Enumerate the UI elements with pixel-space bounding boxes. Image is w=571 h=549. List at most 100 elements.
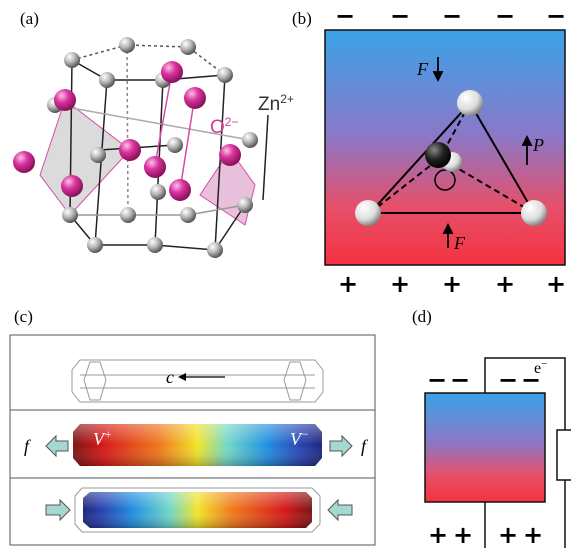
cell-lines-part <box>70 204 246 216</box>
rod-compressed-part <box>74 487 321 533</box>
potential-base: V <box>290 429 303 449</box>
electron-label: e− <box>534 358 547 377</box>
polarization-label: P <box>532 135 544 155</box>
cell-lines-part <box>94 79 108 246</box>
zn-atoms-part <box>180 207 196 223</box>
o-atoms-part <box>219 144 241 166</box>
charge-sign: − <box>521 366 541 394</box>
potential-sign: + <box>104 427 112 441</box>
charge-sign: + <box>338 270 358 298</box>
tetrahedron-part <box>434 169 456 191</box>
rod-wireframe <box>71 359 324 403</box>
potential-base: V <box>93 429 106 449</box>
circuit <box>484 357 571 548</box>
crystal-block <box>424 392 546 503</box>
charge-sign: + <box>390 270 410 298</box>
charge-sign: + <box>495 270 515 298</box>
rod-strained-part <box>73 424 322 466</box>
charge-sign: − <box>442 2 462 30</box>
charge-sign: − <box>335 2 355 30</box>
zn-atoms-part <box>64 52 80 68</box>
charges: − − − − − <box>335 2 566 30</box>
atom <box>425 142 451 168</box>
electron-charge: − <box>541 358 547 370</box>
panel-label: (b) <box>292 9 312 28</box>
rod-compressed <box>74 487 321 533</box>
electron-base: e <box>534 360 541 377</box>
ion-base: Zn <box>258 94 280 115</box>
cell-lines-part <box>71 59 226 81</box>
zn-atoms-part <box>99 72 115 88</box>
rod-wireframe-part <box>83 361 107 401</box>
cell-lines-part <box>179 94 196 191</box>
charge-sign: − <box>450 366 470 394</box>
cell-lines-part <box>126 44 129 216</box>
arrows-part <box>442 222 454 234</box>
axis-arrow-head <box>178 373 186 381</box>
rod-compressed-part <box>83 492 312 528</box>
potential-label: V+ <box>93 427 112 449</box>
force-label: f <box>24 436 32 456</box>
rod-strained <box>73 424 322 466</box>
zn-atoms-part <box>237 197 253 213</box>
potential-label: V− <box>290 427 309 449</box>
zn-atoms-part <box>167 137 183 153</box>
ion-label: O2− <box>210 115 238 138</box>
force-label: F <box>416 59 429 79</box>
charge-sign: − <box>546 2 566 30</box>
charges: + + + + + <box>338 270 566 298</box>
cell-lines-part <box>71 44 226 76</box>
arrows-part <box>521 134 533 146</box>
zn-atoms-part <box>180 39 196 55</box>
circuit-part <box>556 429 571 481</box>
charge-sign: + <box>546 270 566 298</box>
tetrahedra-part <box>39 99 131 216</box>
zn-atoms-part <box>150 184 166 200</box>
force-label: F <box>453 233 466 253</box>
panel-c: (c) c f f V+ V− <box>9 307 376 546</box>
zn-atoms-part <box>120 207 136 223</box>
force-arrows-part <box>329 434 353 458</box>
charge-sign: + <box>442 270 462 298</box>
charge-sign: − <box>495 2 515 30</box>
o-atoms-part <box>54 89 76 111</box>
panel-b: (b) − − − − − + + + + + F P F <box>292 2 566 298</box>
ion-label: Zn2+ <box>258 92 294 115</box>
charge-sign: + <box>523 521 543 549</box>
atom <box>521 200 547 226</box>
arrows <box>432 57 533 248</box>
zn-atoms-part <box>207 242 223 258</box>
force-arrows <box>45 434 353 522</box>
charge-sign: − <box>427 366 447 394</box>
charge-sign: + <box>498 521 518 549</box>
potential-sign: − <box>301 427 309 441</box>
zn-atoms-part <box>217 67 233 83</box>
o-atoms-part <box>169 179 191 201</box>
o-atoms-part <box>161 61 183 83</box>
zn-atoms-part <box>242 132 258 148</box>
charge-sign: + <box>428 521 448 549</box>
zn-atoms <box>47 37 258 258</box>
o-atoms-part <box>119 139 141 161</box>
o-atoms-part <box>184 87 206 109</box>
zn-atoms-part <box>87 237 103 253</box>
force-arrows-part <box>45 434 69 458</box>
atom <box>355 200 381 226</box>
o-atoms-part <box>61 175 83 197</box>
ion-charge: 2− <box>225 115 239 129</box>
force-label: f <box>361 436 369 456</box>
tetrahedron-part <box>367 101 536 214</box>
zn-atoms-part <box>147 237 163 253</box>
o-atoms-part <box>13 151 35 173</box>
zn-atoms-part <box>119 37 135 53</box>
zn-atoms-part <box>90 147 106 163</box>
atom <box>457 90 483 116</box>
o-atoms <box>13 61 241 201</box>
axis-label: c <box>166 367 174 387</box>
force-arrows-part <box>45 498 71 522</box>
ion-charge: 2+ <box>280 92 294 106</box>
rod-wireframe-part <box>283 361 307 401</box>
cell-lines <box>54 44 269 251</box>
o-atoms-part <box>144 156 166 178</box>
